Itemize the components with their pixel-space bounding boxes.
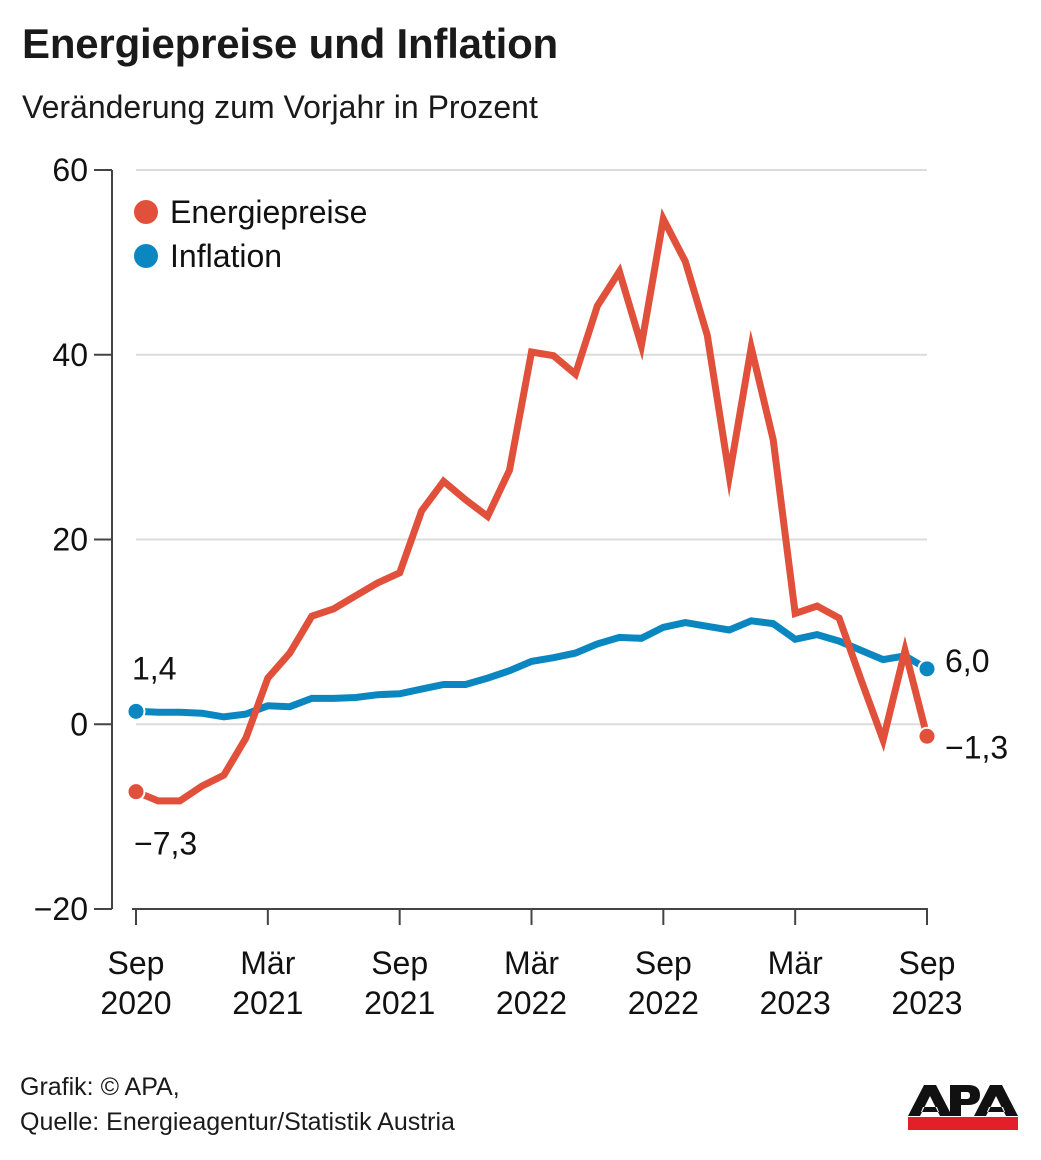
footer-source: Quelle: Energieagentur/Statistik Austria — [20, 1108, 455, 1136]
x-tick-label-month: Mär — [768, 945, 823, 981]
legend-item-inflation: Inflation — [134, 238, 282, 274]
y-tick-label: 40 — [52, 337, 88, 373]
legend-label-energiepreise: Energiepreise — [170, 194, 367, 230]
footer-credit: Grafik: © APA, — [20, 1073, 180, 1101]
x-tick-label-year: 2021 — [364, 985, 435, 1021]
apa-logo-red-bar — [908, 1117, 1018, 1130]
apa-logo-letters — [908, 1085, 1018, 1116]
x-tick-label-month: Sep — [635, 945, 692, 981]
legend-label-inflation: Inflation — [170, 238, 282, 274]
x-tick-label-year: 2022 — [496, 985, 567, 1021]
y-tick-label: 0 — [70, 706, 88, 742]
value-labels: 1,4 −7,3 6,0 −1,3 — [132, 643, 1008, 862]
end-dot-inflation — [917, 659, 937, 679]
legend: Energiepreise Inflation — [134, 194, 367, 274]
logo-letter-a2 — [974, 1085, 1018, 1116]
start-label-inflation: 1,4 — [132, 650, 176, 686]
start-dot-inflation — [126, 701, 146, 721]
series-line-energiepreise — [134, 208, 931, 805]
x-tick-label-year: 2021 — [232, 985, 303, 1021]
series-line-inflation — [135, 617, 929, 721]
x-tick-label-year: 2023 — [760, 985, 831, 1021]
chart-title: Energiepreise und Inflation — [22, 20, 559, 67]
x-tick-label-year: 2022 — [628, 985, 699, 1021]
end-dot-energiepreise — [917, 726, 937, 746]
legend-item-energiepreise: Energiepreise — [134, 194, 367, 230]
x-tick-label-month: Sep — [371, 945, 428, 981]
logo-letter-a1 — [908, 1085, 952, 1116]
apa-logo — [908, 1085, 1018, 1130]
legend-dot-inflation — [134, 244, 158, 268]
y-tick-label: 20 — [52, 522, 88, 558]
end-label-energiepreise: −1,3 — [945, 729, 1008, 765]
logo-letter-p — [950, 1085, 980, 1116]
series-lines — [126, 208, 937, 805]
y-axis: −20 0 20 40 60 — [34, 152, 113, 927]
y-tick-label: 60 — [52, 152, 88, 188]
footer: Grafik: © APA, Quelle: Energieagentur/St… — [20, 1070, 455, 1140]
start-dot-energiepreise — [126, 782, 146, 802]
x-axis: Sep 2020 Mär 2021 Sep 2021 Mär 2022 Sep 2022 Mär 20… — [100, 908, 963, 1021]
x-tick-label-month: Mär — [240, 945, 295, 981]
y-tick-label: −20 — [34, 891, 88, 927]
x-tick-label-month: Sep — [899, 945, 956, 981]
start-label-energiepreise: −7,3 — [134, 826, 197, 862]
x-tick-label-month: Mär — [504, 945, 559, 981]
end-label-inflation: 6,0 — [945, 643, 989, 679]
legend-dot-energiepreise — [134, 200, 158, 224]
chart-subtitle: Veränderung zum Vorjahr in Prozent — [22, 89, 538, 125]
x-tick-label-month: Sep — [108, 945, 165, 981]
x-tick-label-year: 2023 — [891, 985, 962, 1021]
x-tick-label-year: 2020 — [100, 985, 171, 1021]
